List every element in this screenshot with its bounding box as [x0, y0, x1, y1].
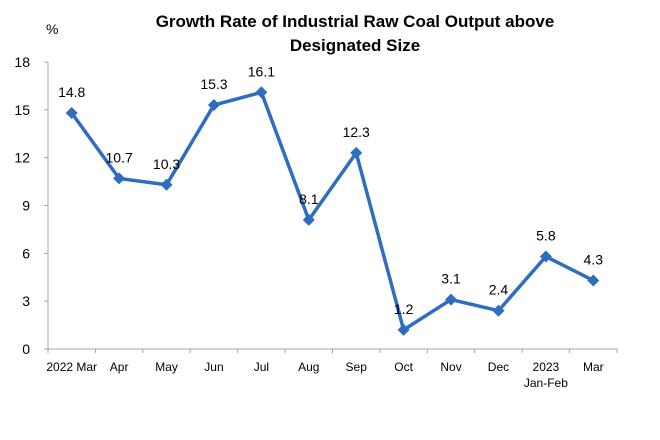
- data-label: 12.3: [343, 124, 370, 140]
- data-label: 10.3: [153, 156, 180, 172]
- data-point-marker: [255, 86, 268, 99]
- series-growth-rate: [65, 86, 600, 336]
- x-axis-ticks: 2022 Mar Apr May Jun Jul Aug Sep Oct Nov Dec 2023 J…: [46, 349, 618, 390]
- data-point-marker: [492, 304, 505, 317]
- data-label: 1.2: [394, 301, 414, 317]
- y-tick-label: 18: [14, 54, 30, 70]
- y-tick-label: 6: [22, 245, 30, 261]
- x-tick-label: Aug: [298, 360, 319, 374]
- data-label: 3.1: [441, 271, 461, 287]
- data-point-marker: [539, 250, 552, 263]
- x-tick-label: Dec: [488, 360, 509, 374]
- data-label: 8.1: [299, 191, 319, 207]
- y-tick-label: 15: [14, 102, 30, 118]
- chart-title-line-1: Growth Rate of Industrial Raw Coal Outpu…: [156, 12, 555, 31]
- x-tick-label: Apr: [110, 360, 129, 374]
- data-point-marker: [445, 293, 458, 306]
- chart-title-line-2: Designated Size: [290, 36, 420, 55]
- data-point-marker: [65, 107, 78, 120]
- x-tick-label: Oct: [394, 360, 413, 374]
- data-label: 14.8: [58, 84, 85, 100]
- data-point-marker: [207, 99, 220, 112]
- data-point-marker: [160, 178, 173, 191]
- y-tick-label: 9: [22, 198, 30, 214]
- series-line: [70, 90, 595, 332]
- y-unit-label: %: [46, 21, 58, 37]
- data-point-marker: [302, 213, 315, 226]
- x-tick-label: 2022 Mar: [46, 360, 97, 374]
- x-tick-label: Jul: [254, 360, 269, 374]
- x-tick-label: Mar: [583, 360, 604, 374]
- data-label: 2.4: [489, 282, 509, 298]
- x-tick-label: Sep: [346, 360, 368, 374]
- data-label: 5.8: [536, 228, 556, 244]
- data-point-marker: [113, 172, 126, 185]
- data-point-marker: [350, 146, 363, 159]
- data-label: 15.3: [200, 76, 227, 92]
- y-tick-label: 3: [22, 293, 30, 309]
- data-labels: 14.8 10.7 10.3 15.3 16.1 8.1 12.3 1.2 3.1 2.4 5.8 4…: [58, 63, 603, 317]
- axes: [47, 62, 617, 350]
- x-tick-label: Nov: [440, 360, 461, 374]
- data-point-marker: [587, 274, 600, 287]
- y-tick-label: 0: [22, 341, 30, 357]
- x-tick-label: Jun: [204, 360, 223, 374]
- data-label: 10.7: [106, 149, 133, 165]
- y-tick-label: 12: [14, 150, 30, 166]
- x-tick-label: 2023 Jan-Feb: [524, 360, 568, 390]
- x-tick-label: May: [155, 360, 178, 374]
- data-label: 4.3: [584, 251, 604, 267]
- data-label: 16.1: [248, 63, 275, 79]
- y-axis-ticks: 0 3 6 9 12 15 18: [14, 54, 48, 357]
- data-point-marker: [397, 323, 410, 336]
